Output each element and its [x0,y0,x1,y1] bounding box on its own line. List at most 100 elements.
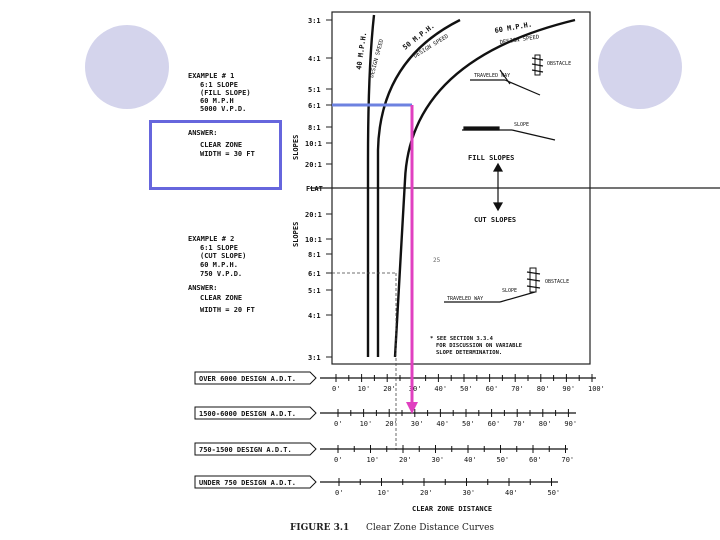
fill-cut-double-arrow [492,162,504,212]
slope-word-label: SLOPE [514,122,529,128]
scale-tick-label: 10' [358,385,371,393]
scale-tick-label: 40' [434,385,447,393]
scale-tick-label: 0' [335,489,343,497]
example1-answer-line: CLEAR ZONE [200,141,243,149]
scale-tick-label: 100' [588,385,605,393]
scale-tick-label: 10' [378,489,391,497]
magenta-arrowhead [406,402,418,414]
slope-label: 5:1 [308,287,321,295]
scale-tick-label: 70' [511,385,524,393]
example2-heading: EXAMPLE # 2 [188,235,235,243]
scale-tick-label: 30' [463,489,476,497]
slopes-axis-label-top: SLOPES [292,135,300,160]
slope-word-label-2: SLOPE [502,288,517,294]
flat-label: FLAT [306,185,323,193]
scale-tick-label: 30' [411,420,424,428]
footnote-line: SLOPE DETERMINATION. [436,350,502,356]
curve-label-60: 60 M.P.H. [494,21,533,35]
slope-label: 6:1 [308,270,321,278]
scale-tick-label: 80' [537,385,550,393]
curve-label-design-speed: DESIGN SPEED [499,35,539,46]
slope-label: 6:1 [308,102,321,110]
example1-heading: EXAMPLE # 1 [188,72,235,80]
curve-40mph [366,14,376,357]
adt-scale-label: UNDER 750 DESIGN A.D.T. [199,479,296,487]
adt-scale-label: 1500-6000 DESIGN A.D.T. [199,410,296,418]
fill-slopes-label: FILL SLOPES [468,154,514,162]
example1-line: 5000 V.P.D. [200,105,247,113]
example1-answer-heading: ANSWER: [188,129,218,137]
footnote-line: FOR DISCUSSION ON VARIABLE [436,343,522,349]
scale-tick-label: 90' [564,420,577,428]
scale-tick-label: 80' [539,420,552,428]
scale-tick-label: 50' [548,489,561,497]
slope-label: 20:1 [305,161,322,169]
scale-tick-label: 60' [486,385,499,393]
scale-tick-label: 20' [399,456,412,464]
cut-slopes-label: CUT SLOPES [474,216,516,224]
figure-number: FIGURE 3.1 [290,523,350,533]
scale-tick-label: 60' [488,420,501,428]
obstacle-label: OBSTACLE [547,61,571,67]
adt-scale-label: OVER 6000 DESIGN A.D.T. [199,375,296,383]
slope-label: 5:1 [308,86,321,94]
slope-axis-ticks [326,19,332,358]
curve-60mph [393,18,576,358]
footnote-line: * SEE SECTION 3.3.4 [430,336,494,342]
slope-label: 3:1 [308,17,321,25]
scale-tick-label: 70' [562,456,575,464]
answer-highlight-box [149,120,282,190]
scale-tick-label: 40' [464,456,477,464]
scale-tick-label: 10' [360,420,373,428]
slope-label: 4:1 [308,312,321,320]
fill-slope-sketch-1 [470,54,544,96]
adt-scale-2: 1500-6000 DESIGN A.D.T. [194,406,576,420]
example2-line: 60 M.P.H. [200,261,238,269]
scale-tick-label: 20' [385,420,398,428]
slope-label: 4:1 [308,55,321,63]
scale-tick-label: 50' [497,456,510,464]
scale-tick-label: 40' [436,420,449,428]
example2-line: (CUT SLOPE) [200,252,247,260]
figure-title: Clear Zone Distance Curves [366,523,495,533]
scale-tick-label: 0' [334,420,342,428]
adt-scale-4: UNDER 750 DESIGN A.D.T. [194,475,558,489]
decorative-circle-right [598,25,682,109]
slope-label: 3:1 [308,354,321,362]
example2-line: 6:1 SLOPE [200,244,238,252]
clear-zone-distance-label: CLEAR ZONE DISTANCE [412,505,492,513]
slope-label: 20:1 [305,211,322,219]
example2-answer-heading: ANSWER: [188,284,218,292]
scale-tick-label: 30' [432,456,445,464]
scale-tick-label: 20' [383,385,396,393]
curve-label-40: 40 M.P.H. [355,32,368,71]
slopes-axis-label-bottom: SLOPES [292,222,300,247]
slope-label: 10:1 [305,236,322,244]
example1-line: 60 M.P.H [200,97,234,105]
small-mark: 25 [433,257,441,264]
scale-tick-label: 70' [513,420,526,428]
scale-tick-label: 90' [562,385,575,393]
scale-tick-label: 50' [460,385,473,393]
fill-slope-sketch-2 [462,126,556,141]
example2-line: 750 V.P.D. [200,270,243,278]
scale-tick-label: 20' [420,489,433,497]
traveled-way-label-2: TRAVELED WAY [447,296,483,302]
scale-tick-label: 0' [334,456,342,464]
adt-scale-1: OVER 6000 DESIGN A.D.T. [194,371,596,385]
scale-tick-label: 40' [505,489,518,497]
example2-answer-line: CLEAR ZONE [200,294,243,302]
obstacle-label-2: OBSTACLE [545,279,569,285]
slope-label: 8:1 [308,251,321,259]
slope-label: 8:1 [308,124,321,132]
decorative-circle-left [85,25,169,109]
scale-tick-label: 50' [462,420,475,428]
scale-tick-label: 60' [529,456,542,464]
cut-slope-sketch [444,267,541,303]
example2-answer-line: WIDTH = 20 FT [200,306,255,314]
scale-tick-label: 10' [367,456,380,464]
example1-line: (FILL SLOPE) [200,89,251,97]
scale-tick-label: 0' [332,385,340,393]
example1-line: 6:1 SLOPE [200,81,238,89]
